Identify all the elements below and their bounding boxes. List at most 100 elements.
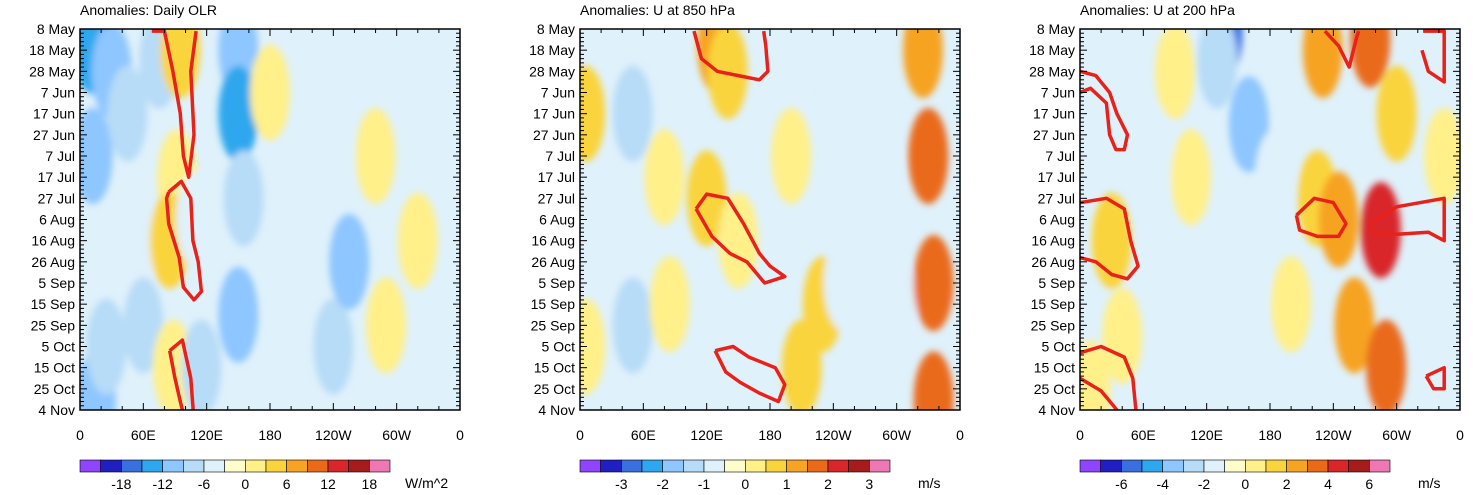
y-tick-label: 4 Nov bbox=[1038, 402, 1075, 418]
anomaly-patch bbox=[86, 298, 127, 395]
contour-line bbox=[1420, 29, 1446, 84]
contour-line bbox=[1080, 69, 1130, 152]
y-tick-label: 27 Jul bbox=[38, 190, 75, 206]
anomaly-patch bbox=[1228, 235, 1269, 331]
x-tick-label: 60W bbox=[1382, 427, 1412, 443]
anomaly-patch bbox=[329, 213, 370, 310]
colorbar-label: 6 bbox=[283, 476, 291, 492]
anomaly-patch bbox=[823, 44, 864, 141]
y-tick-label: 18 May bbox=[29, 42, 75, 58]
colorbar-label: 18 bbox=[362, 476, 378, 492]
x-tick-label: 180 bbox=[758, 427, 782, 443]
x-tick-label: 0 bbox=[456, 427, 464, 443]
colorbar-swatch bbox=[286, 459, 308, 473]
anomaly-patch bbox=[1408, 256, 1449, 353]
anomaly-patch bbox=[612, 65, 653, 162]
x-tick-label: 0 bbox=[956, 427, 964, 443]
contour-lines bbox=[1080, 29, 1446, 410]
y-tick-label: 5 Sep bbox=[38, 275, 75, 291]
colorbar-swatch bbox=[724, 459, 746, 473]
y-tick-label: 7 Jun bbox=[41, 85, 75, 101]
anomaly-patch bbox=[913, 351, 954, 410]
x-tick-label: 60E bbox=[631, 427, 656, 443]
colorbar-swatch bbox=[765, 459, 787, 473]
anomaly-patch bbox=[80, 108, 113, 204]
y-tick-label: 27 Jun bbox=[1033, 127, 1075, 143]
y-tick-label: 26 Aug bbox=[31, 254, 75, 270]
y-tick-label: 5 Oct bbox=[42, 339, 76, 355]
colorbar-swatch bbox=[745, 459, 767, 473]
anomaly-patch bbox=[908, 108, 949, 204]
y-tick-label: 8 May bbox=[1037, 21, 1075, 37]
anomaly-patch bbox=[1228, 76, 1269, 173]
y-tick-label: 15 Oct bbox=[34, 360, 75, 376]
panel-title: Anomalies: U at 200 hPa bbox=[1080, 2, 1235, 18]
y-tick-label: 15 Sep bbox=[1031, 296, 1076, 312]
y-tick-label: 7 Jul bbox=[545, 148, 575, 164]
y-tick-label: 8 May bbox=[37, 21, 75, 37]
panel-olr: Anomalies: Daily OLR 8 May 18 May 28 May 7 … bbox=[29, 2, 464, 492]
colorbar-label: 12 bbox=[320, 476, 336, 492]
anomaly-patch bbox=[1366, 319, 1407, 410]
y-tick-label: 18 May bbox=[1029, 42, 1075, 58]
colorbar-swatch bbox=[641, 459, 663, 473]
y-tick-label: 8 May bbox=[537, 21, 575, 37]
contour-line bbox=[694, 192, 787, 285]
colorbar-swatch bbox=[1286, 459, 1308, 473]
anomaly-patch bbox=[1360, 182, 1401, 279]
contour-line bbox=[1080, 344, 1138, 410]
y-tick-label: 28 May bbox=[29, 63, 75, 79]
colorbar-swatch bbox=[265, 459, 287, 473]
colorbar-swatch bbox=[203, 459, 225, 473]
anomaly-patch bbox=[771, 108, 812, 204]
x-tick-label: 120E bbox=[1190, 427, 1223, 443]
heatmap-field bbox=[80, 29, 460, 410]
colorbar-swatch bbox=[1224, 459, 1246, 473]
y-tick-label: 17 Jun bbox=[33, 106, 75, 122]
anomaly-patch bbox=[781, 319, 822, 410]
y-tick-label: 5 Oct bbox=[1042, 339, 1076, 355]
x-axis: 0 60E 120E 180 120W 60W 0 bbox=[76, 29, 464, 443]
colorbar-swatch bbox=[1141, 459, 1163, 473]
anomaly-patch bbox=[612, 277, 653, 374]
anomaly-patch bbox=[876, 256, 917, 353]
x-tick-label: 120W bbox=[315, 427, 352, 443]
y-tick-label: 7 Jul bbox=[45, 148, 75, 164]
colorbar-label: 1 bbox=[783, 476, 791, 492]
colorbar-unit: W/m^2 bbox=[405, 475, 448, 491]
y-tick-label: 5 Sep bbox=[538, 275, 575, 291]
anomaly-patch bbox=[1102, 287, 1143, 384]
colorbar-swatch bbox=[348, 459, 370, 473]
anomaly-patch bbox=[418, 298, 459, 395]
y-tick-label: 27 Jun bbox=[533, 127, 575, 143]
colorbar-label: -18 bbox=[111, 476, 131, 492]
anomaly-patch bbox=[118, 192, 159, 289]
x-tick-label: 120E bbox=[190, 427, 223, 443]
y-tick-label: 15 Sep bbox=[531, 296, 576, 312]
anomaly-patch bbox=[823, 235, 864, 331]
colorbar-swatch bbox=[848, 459, 870, 473]
colorbar-swatch bbox=[79, 459, 101, 473]
y-tick-label: 16 Aug bbox=[31, 233, 75, 249]
contour-line bbox=[713, 344, 787, 404]
y-tick-label: 25 Sep bbox=[1031, 317, 1076, 333]
colorbar-swatch bbox=[1348, 459, 1370, 473]
colorbar-swatch bbox=[621, 459, 643, 473]
colorbar-swatch bbox=[683, 459, 705, 473]
anomaly-patch bbox=[1170, 129, 1211, 226]
y-tick-label: 15 Oct bbox=[534, 360, 575, 376]
anomaly-patch bbox=[580, 298, 606, 395]
y-tick-label: 6 Aug bbox=[539, 212, 575, 228]
y-tick-label: 7 Jul bbox=[1045, 148, 1075, 164]
colorbar-swatch bbox=[1307, 459, 1329, 473]
anomaly-patch bbox=[1376, 65, 1417, 162]
anomaly-patch bbox=[107, 65, 148, 162]
x-tick-label: 120E bbox=[690, 427, 723, 443]
anomaly-patch bbox=[223, 150, 264, 247]
anomaly-patch bbox=[1155, 29, 1195, 120]
anomaly-patch bbox=[1197, 29, 1238, 109]
anomaly-patch bbox=[1133, 108, 1174, 204]
x-tick-label: 180 bbox=[1258, 427, 1282, 443]
